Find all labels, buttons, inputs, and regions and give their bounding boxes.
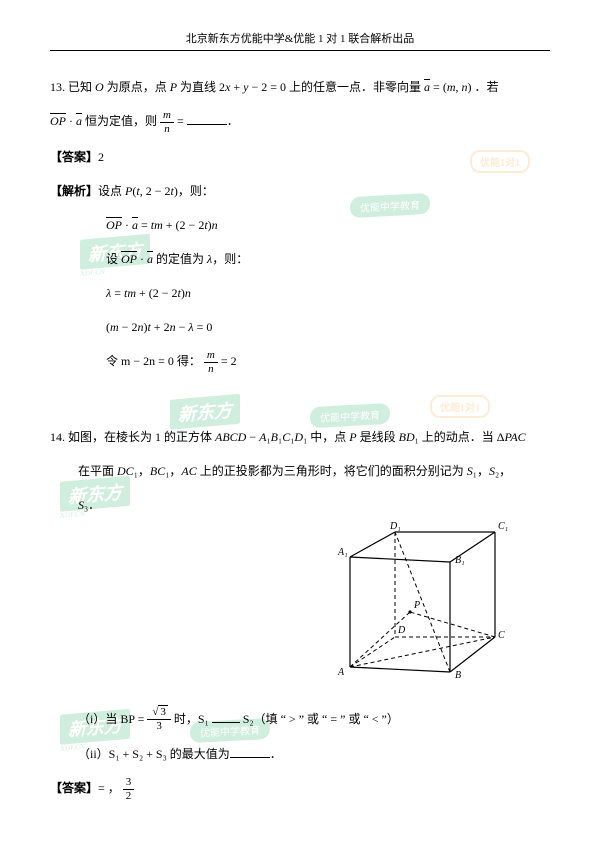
page-header: 北京新东方优能中学&优能 1 对 1 联合解析出品 bbox=[50, 30, 550, 51]
q14-line2: 在平面 DC₁，BC₁，AC 上的正投影都为三角形时，将它们的面积分别记为 S₁… bbox=[78, 459, 550, 483]
q14-line1: 14. 如图，在棱长为 1 的正方体 ABCD − A₁B₁C₁D₁ 中，点 P… bbox=[50, 425, 550, 449]
q14-part1: （i）当 BP = 33 时，S₁ S₂（填 “ > ” 或 “ = ” 或 “… bbox=[78, 707, 550, 733]
q14-answer: 【答案】= ， 32 bbox=[50, 776, 550, 802]
q13-line2: OP · a 恒为定值，则 mn = ． bbox=[50, 109, 550, 135]
q13-eq4: 令 m − 2n = 0 得： mn = 2 bbox=[106, 349, 550, 375]
page: 北京新东方优能中学&优能 1 对 1 联合解析出品 13. 已知 O 为原点，点… bbox=[0, 0, 600, 832]
q13-line1: 13. 已知 O 为原点，点 P 为直线 2x + y − 2 = 0 上的任意… bbox=[50, 75, 550, 99]
blank bbox=[187, 112, 227, 125]
q13-text1: 已知 O 为原点，点 P 为直线 2x + y − 2 = 0 上的任意一点．非… bbox=[68, 80, 498, 94]
q14-line3: S₃． bbox=[78, 493, 550, 517]
q13-num: 13. bbox=[50, 80, 65, 94]
q13-eq2: λ = tm + (2 − 2t)n bbox=[106, 281, 550, 305]
q13-answer: 【答案】2 bbox=[50, 145, 550, 169]
q13-sol2: 设 OP · a 的定值为 λ，则： bbox=[106, 247, 550, 271]
cube-svg bbox=[330, 527, 530, 697]
q13-solution-label: 【解析】设点 P(t, 2 − 2t)，则： bbox=[50, 179, 550, 203]
q14-num: 14. bbox=[50, 430, 65, 444]
q14-part2: （ii）S₁ + S₂ + S₃ 的最大值为． bbox=[78, 742, 550, 766]
cube-figure: A₁ D₁ C₁ B₁ A B C D P bbox=[330, 527, 530, 697]
q13-eq3: (m − 2n)t + 2n − λ = 0 bbox=[106, 315, 550, 339]
q13-eq1: OP · a = tm + (2 − 2t)n bbox=[106, 213, 550, 237]
